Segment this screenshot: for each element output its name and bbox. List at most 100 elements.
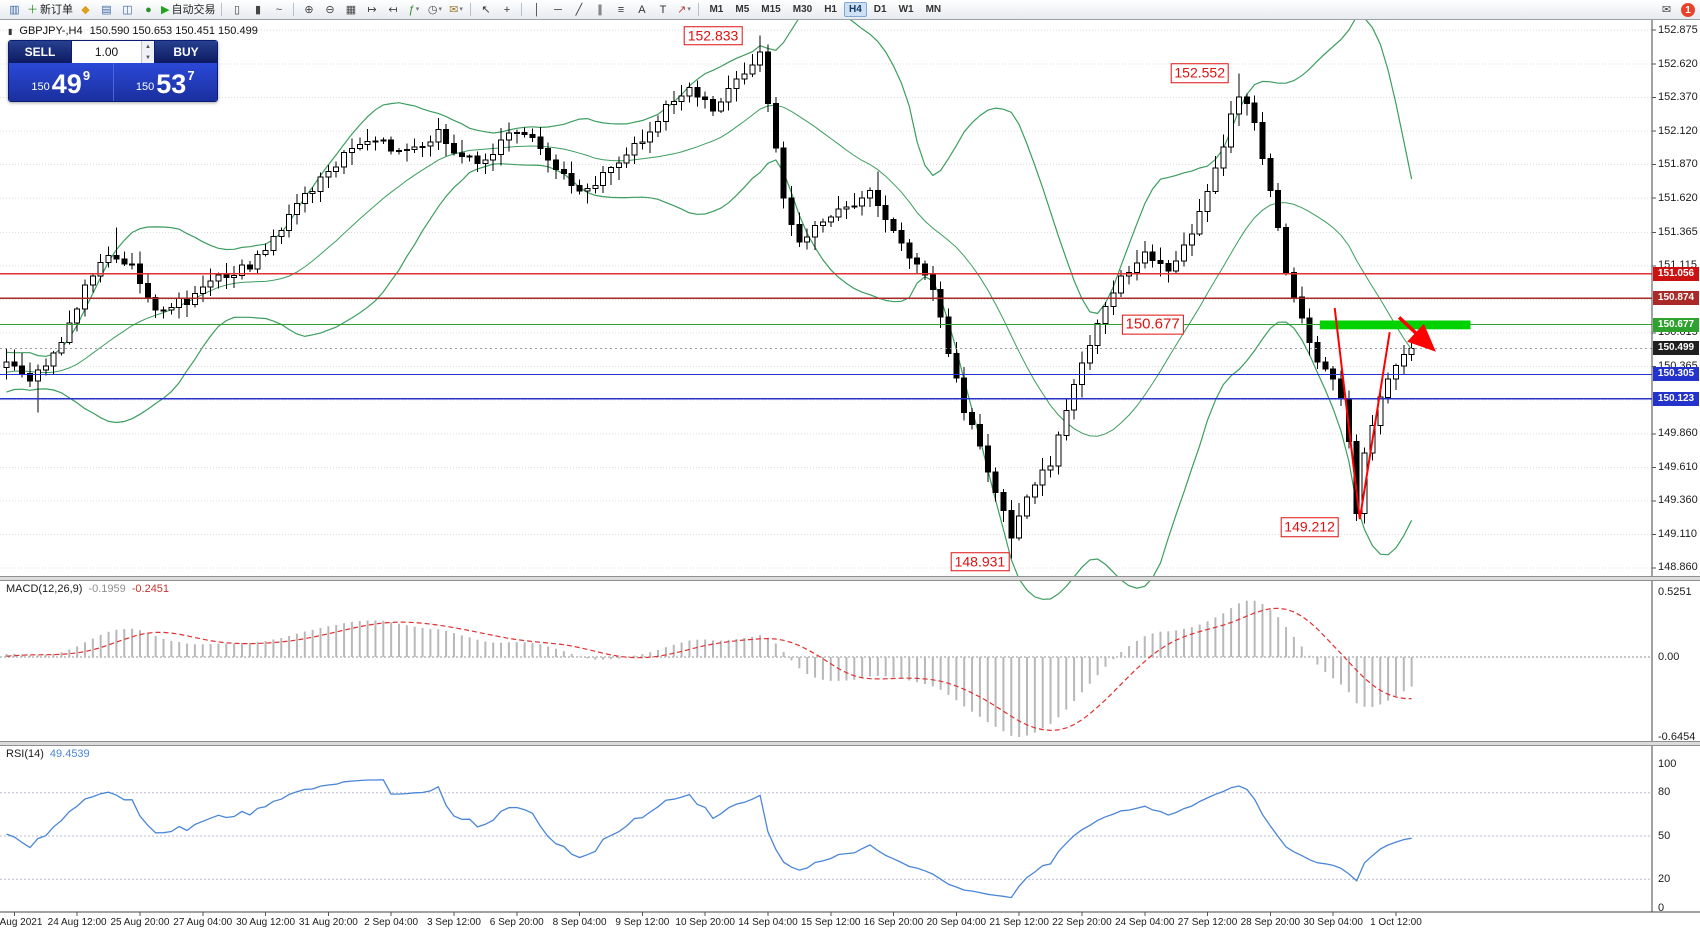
buy-price-figure: 150 bbox=[135, 81, 155, 93]
buy-price-pips: 53 bbox=[156, 69, 187, 99]
data-window-icon-glyph: ◫ bbox=[122, 3, 133, 16]
chart-window-icon[interactable]: ▥ bbox=[4, 2, 25, 18]
buy-price-display[interactable]: 150 53 7 bbox=[112, 63, 218, 101]
panel-separator[interactable] bbox=[0, 576, 1700, 581]
chart-symbol-period: GBPJPY-,H4 bbox=[19, 25, 83, 37]
grid-lines bbox=[0, 29, 1652, 569]
line-chart-icon-glyph: ~ bbox=[275, 3, 283, 16]
fibonacci-icon[interactable]: ≡ bbox=[610, 2, 631, 18]
timeframe-h4[interactable]: H4 bbox=[843, 2, 867, 17]
indicators-icon[interactable]: ƒ ▾ bbox=[403, 2, 424, 18]
zoom-out-icon[interactable]: ⊖ bbox=[319, 2, 340, 18]
vertical-line-icon-glyph: │ bbox=[533, 3, 541, 16]
trendline-icon-glyph: ╱ bbox=[575, 3, 583, 16]
rsi-value: 49.4539 bbox=[49, 748, 90, 760]
auto-scroll-icon[interactable]: ↦ bbox=[361, 2, 382, 18]
sell-price-display[interactable]: 150 49 9 bbox=[9, 63, 113, 101]
templates-icon[interactable]: ✉ ▾ bbox=[445, 2, 466, 18]
volume-increase-button[interactable]: ▲ bbox=[142, 41, 154, 52]
trendline-icon[interactable]: ╱ bbox=[568, 2, 589, 18]
chart-ohlc-values: 150.590 150.653 150.451 150.499 bbox=[89, 25, 258, 37]
auto-trading-button[interactable]: ▶ 自动交易 bbox=[159, 2, 217, 18]
toolbar: ✉ 1 ▥ ＋新订单 ◆ ▤ ◫ ● ▶ 自动交易 ▯ ▮ ~ ⊕ ⊖ ▦ ↦ ↤ ƒ ▾ ◷ ▾ ✉ ▾ ↖ + │ ─ ╱ ∥ ≡ A… bbox=[0, 0, 1700, 20]
volume-field: ▲ ▼ bbox=[71, 41, 155, 63]
volume-decrease-button[interactable]: ▼ bbox=[142, 52, 154, 63]
chart-drawings[interactable] bbox=[1319, 307, 1471, 520]
macd-indicator-label: MACD(12,26,9) -0.1959 -0.2451 bbox=[6, 583, 169, 595]
vertical-line-icon[interactable]: │ bbox=[526, 2, 547, 18]
notification-badge[interactable]: 1 bbox=[1681, 3, 1695, 17]
chart-window-icon-glyph: ▥ bbox=[9, 3, 20, 16]
new-order-button[interactable]: ＋新订单 bbox=[25, 2, 75, 18]
tile-windows-icon-glyph: ▦ bbox=[345, 3, 357, 16]
horizontal-line-icon-glyph: ─ bbox=[554, 3, 562, 16]
toolbar-separator bbox=[293, 3, 295, 16]
periods-icon[interactable]: ◷ ▾ bbox=[424, 2, 445, 18]
text-icon[interactable]: A bbox=[631, 2, 652, 18]
macd-name: MACD(12,26,9) bbox=[6, 583, 83, 595]
chart-symbol-icon: ▮ bbox=[8, 26, 13, 36]
new-order-button-glyph: ＋ bbox=[27, 3, 38, 16]
panel-separator[interactable] bbox=[0, 741, 1700, 746]
navigator-icon[interactable]: ● bbox=[138, 2, 159, 18]
line-chart-icon[interactable]: ~ bbox=[268, 2, 289, 18]
arrows-icon[interactable]: ↗ ▾ bbox=[673, 2, 694, 18]
candlestick-chart-icon[interactable]: ▮ bbox=[247, 2, 268, 18]
toolbar-right: ✉ 1 bbox=[1656, 0, 1695, 20]
buy-button[interactable]: BUY bbox=[155, 41, 217, 63]
chart-shift-icon-glyph: ↤ bbox=[388, 3, 398, 16]
chevron-down-icon: ▾ bbox=[415, 5, 420, 13]
indicators-icon-glyph: ƒ bbox=[408, 3, 415, 16]
market-watch-icon[interactable]: ▤ bbox=[96, 2, 117, 18]
sell-button[interactable]: SELL bbox=[9, 41, 71, 63]
mail-icon[interactable]: ✉ bbox=[1661, 4, 1672, 16]
timeframe-h1[interactable]: H1 bbox=[824, 4, 837, 15]
toolbar-separator bbox=[521, 3, 523, 16]
volume-stepper: ▲ ▼ bbox=[141, 41, 154, 63]
volume-input[interactable] bbox=[72, 41, 141, 63]
cursor-icon[interactable]: ↖ bbox=[475, 2, 496, 18]
fibonacci-icon-glyph: ≡ bbox=[617, 3, 625, 16]
text-icon-glyph: A bbox=[638, 3, 646, 16]
rsi-plot bbox=[0, 779, 1652, 899]
timeframe-m5[interactable]: M5 bbox=[735, 4, 750, 15]
horizontal-level-lines[interactable] bbox=[0, 273, 1652, 400]
toolbar-separator bbox=[470, 3, 472, 16]
label-icon[interactable]: T bbox=[652, 2, 673, 18]
bar-chart-icon[interactable]: ▯ bbox=[226, 2, 247, 18]
auto-scroll-icon-glyph: ↦ bbox=[367, 3, 377, 16]
timeframe-d1[interactable]: D1 bbox=[873, 4, 887, 15]
candlesticks bbox=[3, 35, 1415, 559]
chart-title: ▮ GBPJPY-,H4 150.590 150.653 150.451 150… bbox=[8, 25, 258, 37]
zoom-in-icon[interactable]: ⊕ bbox=[298, 2, 319, 18]
timeframe-m30[interactable]: M30 bbox=[792, 4, 813, 15]
panel-borders bbox=[0, 20, 1700, 916]
timeframe-m1[interactable]: M1 bbox=[709, 4, 724, 15]
cursor-icon-glyph: ↖ bbox=[481, 3, 491, 16]
rsi-name: RSI(14) bbox=[6, 748, 44, 760]
favorites-icon[interactable]: ◆ bbox=[75, 2, 96, 18]
horizontal-line-icon[interactable]: ─ bbox=[547, 2, 568, 18]
navigator-icon-glyph: ● bbox=[145, 3, 152, 16]
direction-arrow[interactable] bbox=[1397, 316, 1436, 352]
chevron-down-icon: ▾ bbox=[459, 5, 463, 13]
bar-chart-icon-glyph: ▯ bbox=[233, 3, 240, 16]
v-shape-trendline[interactable] bbox=[1333, 307, 1391, 520]
channel-icon[interactable]: ∥ bbox=[589, 2, 610, 18]
candlestick-chart-icon-glyph: ▮ bbox=[254, 3, 261, 16]
zoom-out-icon-glyph: ⊖ bbox=[325, 3, 335, 16]
timeframe-w1[interactable]: W1 bbox=[898, 4, 914, 15]
resistance-rectangle[interactable] bbox=[1319, 320, 1471, 330]
crosshair-icon[interactable]: + bbox=[496, 2, 517, 18]
channel-icon-glyph: ∥ bbox=[597, 3, 603, 16]
timeframe-m15[interactable]: M15 bbox=[761, 4, 781, 15]
sell-price-pips: 49 bbox=[51, 69, 82, 99]
toolbar-separator bbox=[698, 3, 700, 16]
data-window-icon[interactable]: ◫ bbox=[117, 2, 138, 18]
timeframe-mn[interactable]: MN bbox=[925, 4, 942, 15]
macd-value-main: -0.1959 bbox=[88, 583, 126, 595]
chart-shift-icon[interactable]: ↤ bbox=[382, 2, 403, 18]
tile-windows-icon[interactable]: ▦ bbox=[340, 2, 361, 18]
market-watch-icon-glyph: ▤ bbox=[101, 3, 112, 16]
